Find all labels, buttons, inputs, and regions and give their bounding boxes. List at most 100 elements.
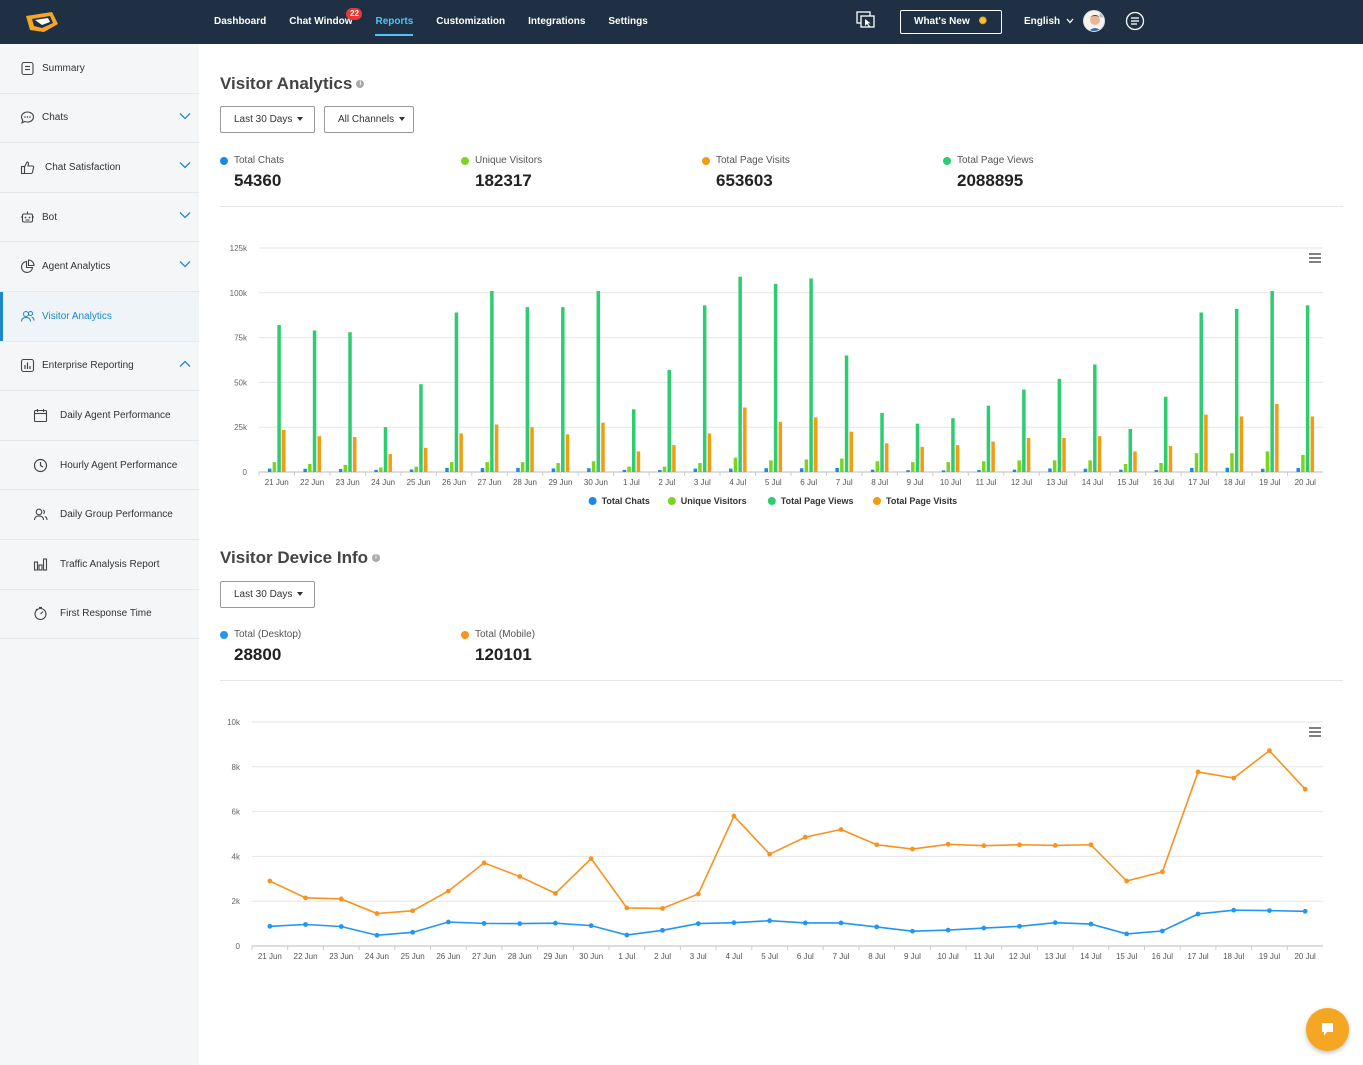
bar <box>991 441 995 472</box>
nav-reports[interactable]: Reports <box>375 0 413 44</box>
bar <box>445 467 449 472</box>
data-point <box>695 921 701 926</box>
bar <box>951 418 955 472</box>
nav-chat-window-label: Chat Window <box>289 16 353 27</box>
data-point <box>910 846 915 852</box>
user-avatar-icon <box>1084 11 1104 31</box>
sidebar-item-visitor-analytics[interactable]: Visitor Analytics <box>0 291 199 342</box>
data-point <box>1052 843 1058 848</box>
chat-widget-button[interactable] <box>1306 1008 1349 1051</box>
sidebar-item-traffic-analysis-report[interactable]: Traffic Analysis Report <box>0 540 199 590</box>
nav-integrations[interactable]: Integrations <box>528 0 585 44</box>
channel-dropdown[interactable]: All Channels <box>324 106 414 133</box>
hamburger-menu-icon[interactable] <box>1309 727 1321 737</box>
bar <box>1239 416 1244 472</box>
data-point <box>338 896 344 902</box>
y-tick-label: 10k <box>227 718 241 727</box>
x-tick-label: 26 Jun <box>436 952 460 961</box>
data-point <box>660 927 665 933</box>
bar <box>875 461 880 472</box>
info-icon[interactable]: i <box>372 554 381 562</box>
x-tick-label: 29 Jun <box>543 952 567 961</box>
language-selector[interactable]: English <box>1024 0 1074 43</box>
visitor-analytics-bar-chart: 0 25k 50k 75k 100k 125k 21 Jun 22 Jun 23 Jun 24 J… <box>230 244 1323 506</box>
bar <box>1230 453 1234 472</box>
x-tick-label: 8 Jul <box>871 478 888 487</box>
x-tick-label: 14 Jul <box>1080 952 1102 961</box>
stat-total-desktop: Total (Desktop) 28800 <box>220 629 301 665</box>
bar <box>906 470 910 472</box>
sidebar-item-bot[interactable]: Bot <box>0 193 199 243</box>
bar <box>1057 378 1062 472</box>
whats-new-button[interactable]: What's New ✺ <box>900 10 1002 34</box>
bar <box>1012 469 1017 472</box>
bar <box>282 429 286 472</box>
sidebar-item-chat-satisfaction[interactable]: Chat Satisfaction <box>0 143 199 193</box>
users-icon <box>20 310 35 322</box>
bar <box>556 463 560 472</box>
nav-settings[interactable]: Settings <box>608 0 647 44</box>
brand-logo[interactable] <box>24 10 60 34</box>
bar <box>915 423 920 472</box>
data-point <box>517 874 523 879</box>
bar <box>1022 389 1026 472</box>
sidebar-item-label: Summary <box>42 62 85 74</box>
x-tick-label: 3 Jul <box>694 478 711 487</box>
data-point <box>1195 769 1201 775</box>
stat-value: 120101 <box>475 645 532 664</box>
bar <box>485 462 489 472</box>
data-point <box>445 919 451 925</box>
data-point <box>1124 878 1130 884</box>
y-tick-label: 25k <box>234 423 248 432</box>
legend-label: Total Chats <box>602 496 650 506</box>
sidebar-item-summary[interactable]: Summary <box>0 44 199 94</box>
x-tick-label: 8 Jul <box>868 952 885 961</box>
report-icon <box>20 359 35 373</box>
sidebar-item-enterprise-reporting[interactable]: Enterprise Reporting <box>0 342 199 392</box>
x-tick-label: 16 Jul <box>1153 478 1175 487</box>
bar <box>1305 305 1310 472</box>
bar <box>601 422 605 472</box>
data-point <box>1088 842 1094 848</box>
info-icon[interactable]: i <box>356 80 365 88</box>
sidebar-item-daily-agent-performance[interactable]: Daily Agent Performance <box>0 391 199 441</box>
data-point <box>267 923 273 929</box>
bar <box>561 307 565 472</box>
period-dropdown-label: Last 30 Days <box>234 114 293 125</box>
menu-list-icon[interactable] <box>1124 10 1146 32</box>
sidebar-item-first-response-time[interactable]: First Response Time <box>0 590 199 640</box>
legend-dot <box>461 630 469 639</box>
sidebar-item-hourly-agent-performance[interactable]: Hourly Agent Performance <box>0 441 199 491</box>
device-period-dropdown[interactable]: Last 30 Days <box>220 581 315 608</box>
data-point <box>1124 931 1130 937</box>
sidebar-item-daily-group-performance[interactable]: Daily Group Performance <box>0 490 199 540</box>
section-title-text: Visitor Device Info <box>220 548 369 567</box>
nav-customization[interactable]: Customization <box>436 0 505 44</box>
data-point <box>588 923 594 929</box>
data-point <box>981 925 987 931</box>
sidebar-item-agent-analytics[interactable]: Agent Analytics <box>0 242 199 292</box>
legend-label: Total Page Visits <box>886 496 957 506</box>
bar <box>303 468 307 472</box>
sidebar-item-label: Daily Agent Performance <box>60 409 171 421</box>
data-point <box>731 813 737 819</box>
bar <box>622 469 627 472</box>
data-point <box>695 891 701 897</box>
period-dropdown[interactable]: Last 30 Days <box>220 106 315 133</box>
nav-chat-window[interactable]: Chat Window 22 <box>289 0 363 44</box>
avatar[interactable] <box>1083 10 1105 32</box>
x-tick-label: 12 Jul <box>1011 478 1033 487</box>
data-point <box>874 924 880 930</box>
bar <box>662 466 667 472</box>
hamburger-menu-icon[interactable] <box>1309 253 1321 263</box>
sparkle-icon: ✺ <box>978 16 987 27</box>
y-tick-label: 50k <box>234 378 248 387</box>
bar <box>317 436 321 472</box>
screen-share-icon[interactable] <box>855 10 877 32</box>
x-tick-label: 13 Jul <box>1045 952 1067 961</box>
sidebar-item-chats[interactable]: Chats <box>0 94 199 144</box>
legend-label: Total Page Views <box>781 496 854 506</box>
bar <box>480 468 485 472</box>
bar <box>338 468 343 472</box>
nav-dashboard[interactable]: Dashboard <box>214 0 266 44</box>
